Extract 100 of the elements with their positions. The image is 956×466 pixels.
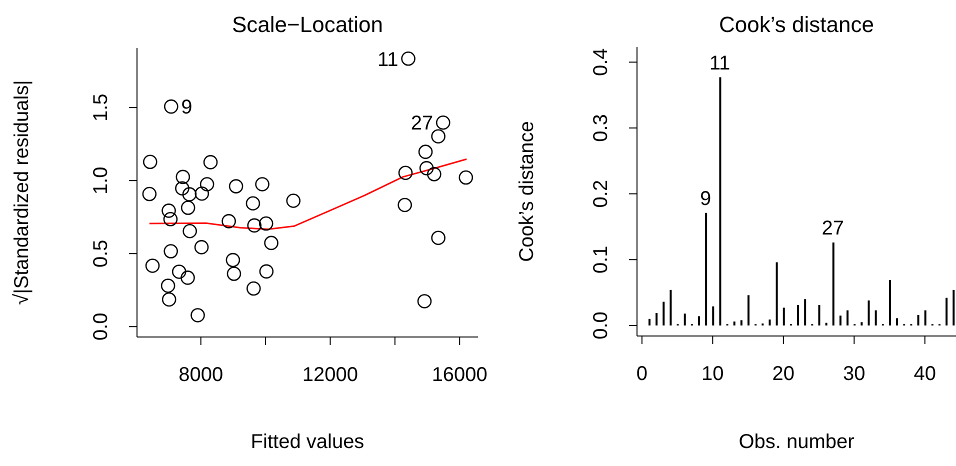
point (226, 252, 240, 268)
point (160, 278, 176, 293)
bar (705, 212, 708, 326)
bar (684, 314, 686, 326)
annotation: 9 (181, 96, 192, 119)
point (172, 264, 186, 279)
x-tick-label: 16000 (432, 364, 488, 386)
point (180, 200, 196, 215)
bar (888, 280, 891, 326)
bar (712, 306, 714, 326)
y-tick-label: 1.0 (90, 166, 112, 195)
point (175, 181, 190, 196)
x-tick-label: 20 (772, 363, 795, 386)
bar (670, 290, 672, 326)
bar (748, 295, 750, 326)
bar (860, 322, 863, 326)
annotation: 27 (410, 112, 434, 135)
bar (839, 316, 842, 326)
point (190, 308, 205, 322)
point (226, 266, 242, 281)
chart-title: Cook’s distance (718, 12, 875, 38)
bar (832, 242, 834, 326)
chart-title: Scale−Location (230, 12, 384, 38)
x-axis-title: Obs. number (738, 431, 855, 453)
y-tick-label: 0.1 (590, 246, 612, 274)
x-tick-label: 12000 (302, 364, 358, 386)
point (255, 177, 270, 192)
bar (662, 302, 665, 326)
x-tick-label: 0 (636, 363, 648, 386)
point (203, 155, 218, 170)
bar (825, 322, 828, 326)
point (182, 224, 197, 238)
x-tick-label: 8000 (178, 364, 224, 386)
bar (733, 322, 736, 326)
bar (846, 310, 849, 326)
point (259, 264, 274, 279)
point (142, 186, 157, 202)
point (246, 196, 260, 211)
annotation: 9 (700, 188, 712, 210)
point (145, 258, 160, 273)
point (194, 186, 210, 201)
x-tick-label: 10 (702, 363, 724, 386)
point (164, 99, 178, 114)
y-axis-title: √|Standardized residuals| (11, 80, 33, 305)
point (142, 154, 158, 170)
bar (656, 312, 658, 326)
bar (946, 298, 948, 326)
point (176, 170, 190, 184)
point (180, 270, 195, 285)
point (418, 144, 433, 159)
point (163, 212, 178, 226)
bar (776, 262, 778, 326)
bar (782, 308, 785, 326)
y-tick-label: 0.3 (590, 114, 612, 142)
bar (874, 310, 877, 326)
bar (868, 300, 870, 326)
bar (698, 316, 700, 326)
x-tick-label: 30 (843, 363, 866, 386)
bar (952, 290, 955, 326)
annotation: 11 (709, 52, 730, 74)
point (431, 230, 446, 245)
point (398, 166, 413, 180)
point (162, 292, 176, 307)
point (398, 198, 412, 212)
point (194, 240, 209, 254)
point (182, 187, 197, 202)
line-series (148, 158, 468, 230)
point (258, 216, 274, 231)
bar (896, 318, 898, 326)
y-tick-label: 0.4 (590, 48, 612, 76)
bar (818, 305, 820, 326)
point (419, 161, 434, 176)
annotation: 27 (822, 218, 844, 240)
point (200, 177, 214, 192)
point (222, 214, 236, 228)
point (264, 236, 278, 250)
point (436, 115, 450, 130)
bar (740, 320, 742, 326)
bar (924, 310, 926, 326)
point (417, 294, 432, 308)
y-tick-label: 0.0 (590, 312, 612, 340)
point (458, 170, 474, 185)
point (431, 129, 446, 144)
y-axis-title: Cook’s distance (516, 121, 538, 262)
point (246, 281, 261, 296)
y-tick-label: 0.0 (90, 312, 112, 341)
bar (768, 320, 771, 326)
point (162, 204, 176, 218)
bar (917, 314, 920, 326)
bar (804, 299, 806, 326)
point (286, 194, 301, 208)
x-tick-label: 40 (914, 363, 936, 386)
point (164, 244, 178, 258)
point (427, 167, 442, 182)
point (401, 52, 416, 66)
bar (648, 318, 650, 326)
y-tick-label: 1.5 (90, 94, 112, 122)
bar (719, 77, 722, 326)
point (247, 218, 262, 233)
bar (797, 305, 800, 326)
